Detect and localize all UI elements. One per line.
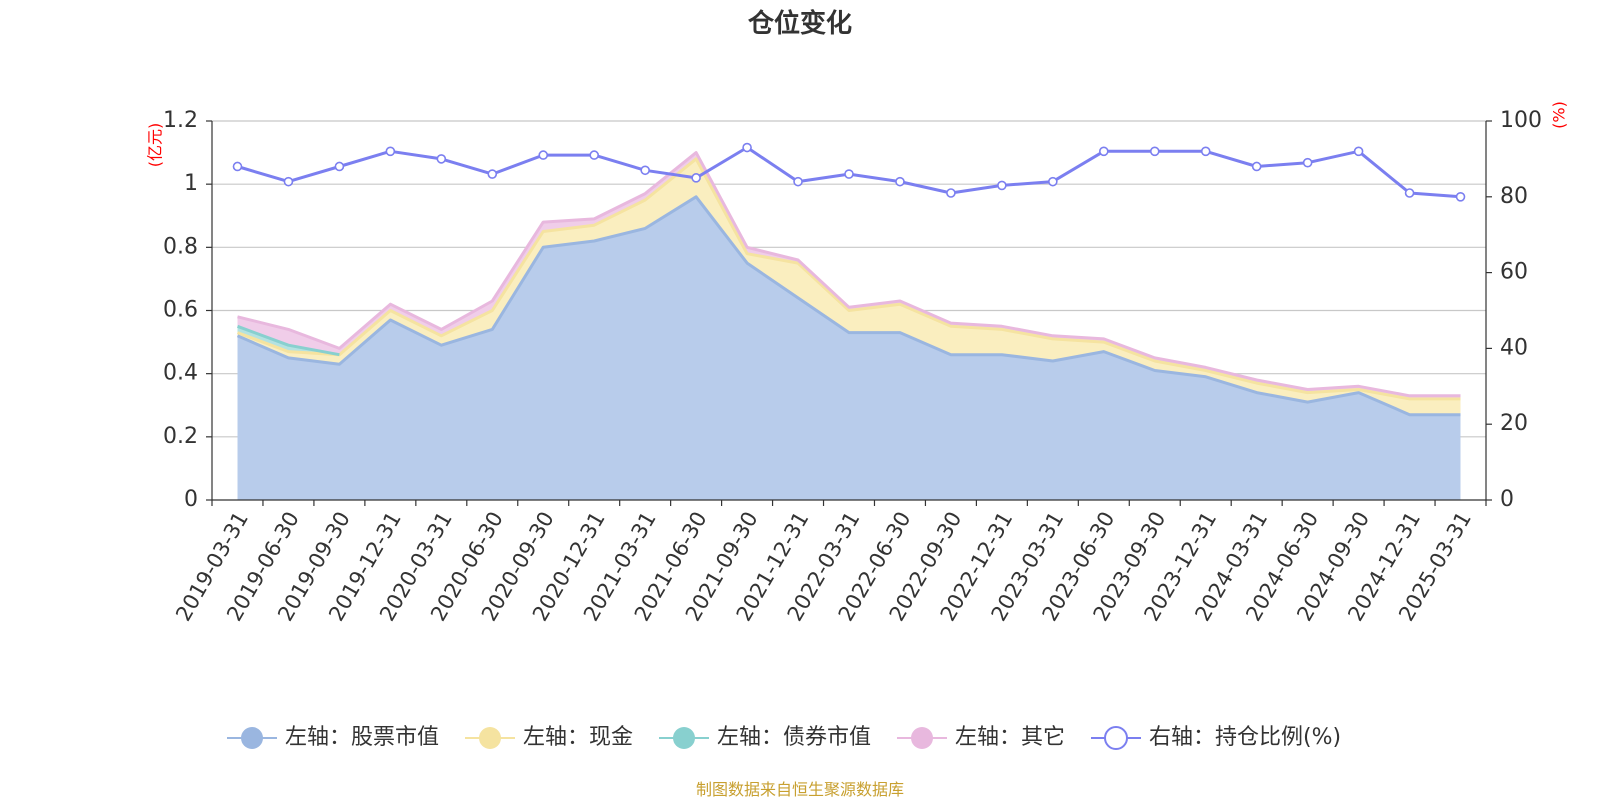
- area-outline-2: [236, 324, 340, 357]
- ratio-point: [1048, 176, 1058, 187]
- ratio-point: [232, 161, 243, 172]
- right-tick-label: 20: [1500, 411, 1528, 436]
- area-outline-0: [236, 195, 1461, 417]
- right-tick-label: 100: [1500, 108, 1542, 133]
- right-tick-label: 60: [1500, 260, 1528, 285]
- right-tick-label: 80: [1500, 184, 1528, 209]
- legend-item-0: 左轴：股票市值: [227, 725, 439, 750]
- ratio-point: [1200, 146, 1211, 157]
- legend-item-4: 右轴：持仓比例(%): [1091, 725, 1341, 750]
- stacked-areas: [236, 151, 1461, 501]
- left-tick-label: 0.8: [163, 234, 198, 259]
- ratio-point: [1455, 192, 1466, 202]
- area-outline-1: [236, 157, 1461, 401]
- ratio-point: [1404, 188, 1415, 198]
- ratio-point: [1302, 157, 1313, 168]
- legend-item-1: 左轴：现金: [465, 725, 633, 750]
- ratio-point: [895, 176, 905, 187]
- ratio-point: [487, 169, 498, 179]
- ratio-point: [997, 180, 1007, 191]
- ratio-point: [793, 176, 803, 187]
- legend-label: 左轴：现金: [523, 725, 633, 750]
- area-outline-3: [237, 151, 1461, 398]
- ratio-point: [640, 165, 650, 176]
- left-tick-label: 0.2: [163, 424, 198, 449]
- ratio-point: [334, 161, 345, 172]
- legend-label: 右轴：持仓比例(%): [1149, 725, 1341, 750]
- legend-label: 左轴：其它: [955, 725, 1065, 750]
- left-tick-label: 0.6: [163, 298, 198, 323]
- legend-marker: [911, 727, 933, 749]
- legend-marker: [479, 727, 501, 749]
- ratio-point: [538, 150, 549, 160]
- legend-marker: [673, 727, 695, 749]
- right-axis-unit: (%): [1550, 101, 1569, 129]
- ratio-point: [283, 176, 294, 187]
- right-tick-label: 40: [1500, 335, 1528, 360]
- left-tick-label: 0.4: [163, 361, 198, 386]
- left-tick-label: 1.2: [163, 108, 198, 133]
- ratio-point: [589, 150, 600, 160]
- area-0: [237, 196, 1461, 501]
- ratio-point: [742, 142, 752, 153]
- chart-title: 仓位变化: [747, 8, 852, 39]
- holding-ratio-line: [232, 142, 1466, 202]
- legend-marker: [241, 727, 263, 749]
- source-note: 制图数据来自恒生聚源数据库: [696, 780, 904, 799]
- ratio-point: [385, 146, 396, 157]
- ratio-point: [1149, 146, 1160, 157]
- left-tick-label: 1: [184, 171, 198, 196]
- legend-marker: [1104, 726, 1128, 750]
- right-tick-label: 0: [1500, 487, 1514, 512]
- ratio-point: [844, 169, 854, 179]
- legend-label: 左轴：债券市值: [717, 725, 871, 750]
- ratio-point: [946, 188, 956, 198]
- ratio-point: [691, 173, 701, 183]
- legend-label: 左轴：股票市值: [285, 725, 439, 750]
- legend: 左轴：股票市值 左轴：现金 左轴：债券市值 左轴：其它 右轴：持仓比例(%): [227, 725, 1341, 750]
- ratio-point: [436, 154, 447, 164]
- ratio-point: [1353, 146, 1364, 157]
- ratio-point: [1099, 146, 1109, 157]
- ratio-point: [1251, 161, 1262, 172]
- left-axis-unit: (亿元): [146, 123, 165, 168]
- legend-item-3: 左轴：其它: [897, 725, 1065, 750]
- legend-item-2: 左轴：债券市值: [659, 725, 871, 750]
- left-tick-label: 0: [184, 487, 198, 512]
